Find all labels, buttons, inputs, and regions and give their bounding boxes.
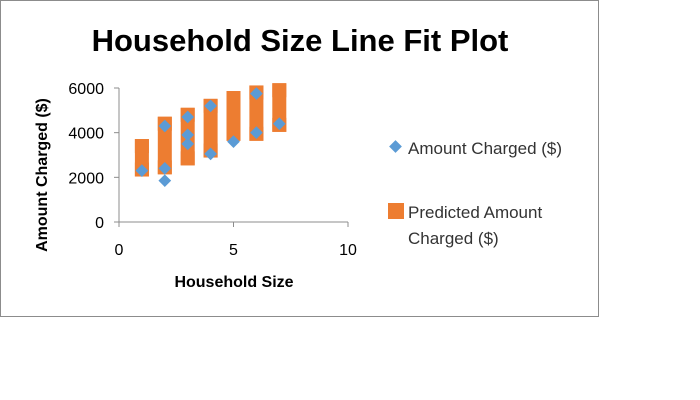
y-tick-label: 2000 xyxy=(68,170,104,187)
actual-point xyxy=(135,164,149,177)
y-axis-label: Amount Charged ($) xyxy=(34,98,51,252)
predicted-range-band xyxy=(157,116,172,175)
axis-ticks: 0 5 10 0 2000 4000 6000 xyxy=(68,81,357,259)
actual-point xyxy=(181,110,195,124)
predicted-range-band xyxy=(203,98,218,158)
predicted-range-band xyxy=(226,91,241,141)
x-axis-label: Household Size xyxy=(174,274,293,291)
legend-label-actual-text: Amount Charged ($) xyxy=(408,139,562,158)
actual-point xyxy=(250,126,263,140)
legend-label-predicted-line-2: Charged ($) xyxy=(408,229,499,248)
y-tick-label: 4000 xyxy=(68,126,104,143)
predicted-range-band xyxy=(249,85,264,141)
y-tick-label: 6000 xyxy=(68,81,104,98)
actual-point xyxy=(158,174,172,188)
actual-point xyxy=(204,147,217,161)
actual-point xyxy=(250,87,263,100)
legend-item-actual: Amount Charged ($) xyxy=(389,139,562,158)
y-tick-label: 0 xyxy=(95,215,104,232)
legend-label-predicted-line-1: Predicted Amount xyxy=(408,203,542,222)
chart-frame xyxy=(0,0,599,317)
actual-point xyxy=(181,128,195,142)
plot-area xyxy=(134,83,287,188)
actual-point xyxy=(272,117,286,131)
actual-point xyxy=(204,99,217,113)
actual-point xyxy=(181,137,195,151)
legend-marker-predicted xyxy=(388,203,404,219)
legend: Amount Charged ($) Predicted Amount Char… xyxy=(388,139,562,248)
legend-label-actual: Amount Charged ($) xyxy=(408,139,562,158)
x-tick-label: 0 xyxy=(115,242,124,259)
predicted-range-band xyxy=(272,83,287,132)
x-tick-label: 10 xyxy=(339,242,357,259)
predicted-range-band xyxy=(134,139,149,177)
actual-point xyxy=(158,162,172,175)
x-tick-label: 5 xyxy=(229,242,238,259)
legend-label-predicted: Predicted Amount Charged ($) xyxy=(408,203,547,248)
legend-marker-actual xyxy=(389,140,402,153)
chart-title: Household Size Line Fit Plot xyxy=(92,23,509,58)
actual-point xyxy=(227,135,240,148)
legend-item-predicted: Predicted Amount Charged ($) xyxy=(388,203,547,248)
actual-point xyxy=(158,119,172,133)
